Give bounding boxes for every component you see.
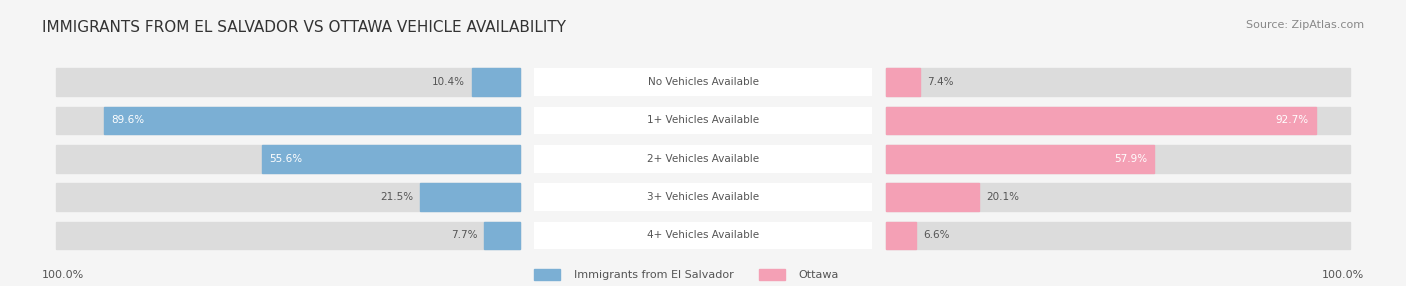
Text: 55.6%: 55.6%: [270, 154, 302, 164]
Text: 4+ Vehicles Available: 4+ Vehicles Available: [647, 231, 759, 240]
Text: 92.7%: 92.7%: [1275, 116, 1309, 125]
Text: 57.9%: 57.9%: [1115, 154, 1147, 164]
Text: Ottawa: Ottawa: [799, 270, 839, 279]
Text: Source: ZipAtlas.com: Source: ZipAtlas.com: [1246, 20, 1364, 30]
Text: IMMIGRANTS FROM EL SALVADOR VS OTTAWA VEHICLE AVAILABILITY: IMMIGRANTS FROM EL SALVADOR VS OTTAWA VE…: [42, 20, 567, 35]
Text: 7.7%: 7.7%: [451, 231, 478, 240]
Text: 1+ Vehicles Available: 1+ Vehicles Available: [647, 116, 759, 125]
Text: 21.5%: 21.5%: [380, 192, 413, 202]
Text: 10.4%: 10.4%: [432, 77, 465, 87]
Text: 89.6%: 89.6%: [111, 116, 145, 125]
Text: 20.1%: 20.1%: [986, 192, 1019, 202]
Text: No Vehicles Available: No Vehicles Available: [648, 77, 758, 87]
Text: 100.0%: 100.0%: [1322, 270, 1364, 279]
Text: 2+ Vehicles Available: 2+ Vehicles Available: [647, 154, 759, 164]
Text: 6.6%: 6.6%: [924, 231, 950, 240]
Text: 100.0%: 100.0%: [42, 270, 84, 279]
Text: Immigrants from El Salvador: Immigrants from El Salvador: [574, 270, 734, 279]
Text: 7.4%: 7.4%: [927, 77, 953, 87]
Text: 3+ Vehicles Available: 3+ Vehicles Available: [647, 192, 759, 202]
